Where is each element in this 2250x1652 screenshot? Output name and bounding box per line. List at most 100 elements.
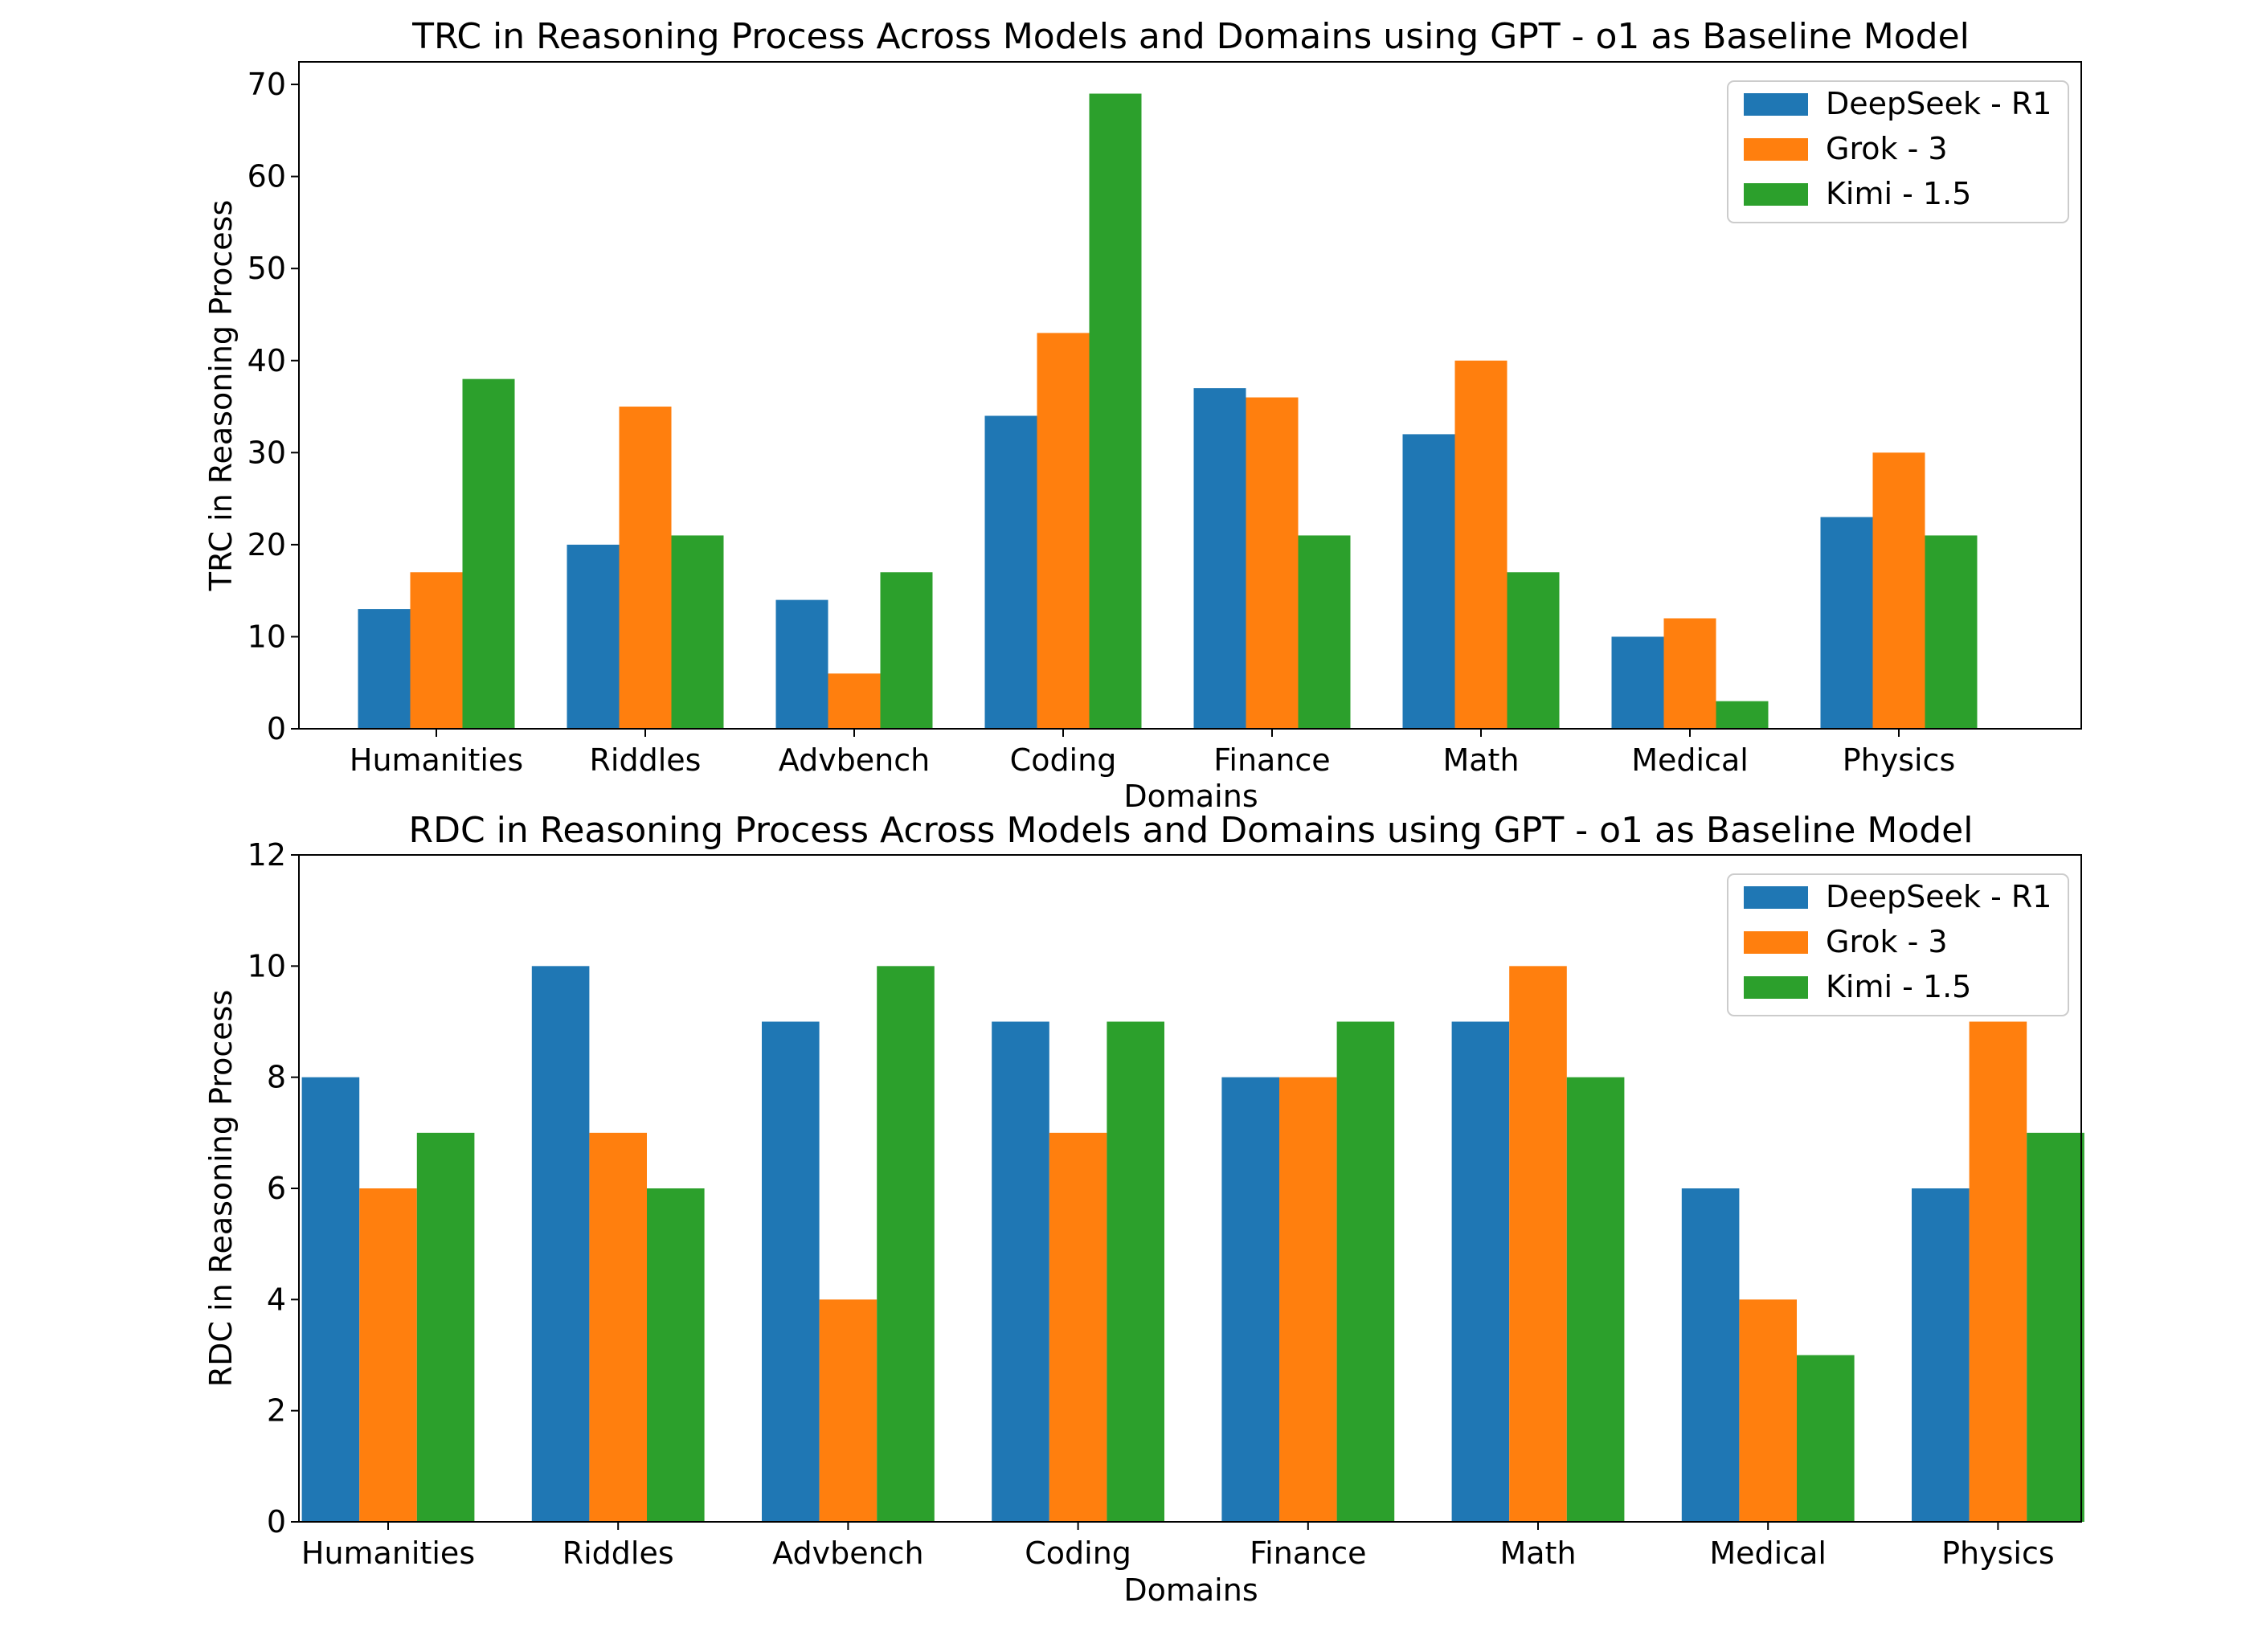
bar-grok-3-advbench [819,1299,878,1522]
x-tick-label: Math [1442,742,1519,778]
trc-chart: TRC in Reasoning Process Across Models a… [203,16,2082,814]
x-ticks: Humanities Riddles Advbench Coding Finance Ma… [301,1522,2055,1571]
y-ticks: 0 2 4 6 8 10 12 [248,837,299,1540]
legend-label-grok: Grok - 3 [1826,131,1948,166]
y-tick-label: 4 [267,1282,286,1317]
bar-kimi-1-5-physics [1925,535,1978,729]
x-tick-label: Advbench [779,742,931,778]
y-tick-label: 70 [248,67,286,102]
x-tick-label: Math [1499,1535,1576,1571]
bar-grok-3-riddles [619,407,672,729]
bar-kimi-1-5-advbench [880,572,933,729]
bar-kimi-1-5-coding [1089,93,1142,730]
y-ticks: 0 10 20 30 40 50 60 70 [248,67,299,746]
bar-kimi-1-5-advbench [877,966,935,1522]
bar-deepseek-r1-humanities [358,609,411,729]
chart-title: TRC in Reasoning Process Across Models a… [411,16,1970,57]
bar-deepseek-r1-riddles [531,966,590,1522]
x-tick-label: Riddles [562,1535,674,1571]
legend-label-deepseek: DeepSeek - R1 [1826,86,2052,121]
bar-deepseek-r1-medical [1611,636,1664,729]
bar-deepseek-r1-physics [1820,517,1873,729]
x-tick-label: Coding [1025,1535,1131,1571]
bar-grok-3-math [1509,966,1567,1522]
bar-deepseek-r1-advbench [762,1021,820,1522]
bar-deepseek-r1-coding [984,415,1037,729]
x-ticks: Humanities Riddles Advbench Coding Finance Ma… [350,729,1955,778]
y-tick-label: 30 [248,435,286,470]
bar-deepseek-r1-math [1402,434,1455,729]
bar-kimi-1-5-riddles [671,535,724,729]
y-tick-label: 20 [248,527,286,562]
legend-frame [1727,80,2069,223]
bar-grok-3-finance [1279,1077,1337,1522]
bar-deepseek-r1-riddles [567,544,620,729]
bar-deepseek-r1-humanities [301,1077,360,1522]
bar-grok-3-physics [1872,452,1925,729]
chart-title: RDC in Reasoning Process Across Models a… [409,810,1974,851]
y-tick-label: 10 [248,619,286,654]
bar-deepseek-r1-finance [1221,1077,1279,1522]
x-tick-label: Medical [1709,1535,1827,1571]
legend-swatch-grok [1744,931,1808,954]
y-axis-label: RDC in Reasoning Process [203,990,239,1387]
bar-deepseek-r1-physics [1912,1188,1970,1522]
legend-swatch-grok [1744,138,1808,161]
x-tick-label: Riddles [590,742,702,778]
bar-grok-3-medical [1663,618,1716,729]
x-tick-label: Advbench [772,1535,924,1571]
bar-grok-3-coding [1037,333,1090,729]
bar-deepseek-r1-coding [992,1021,1049,1522]
x-tick-label: Finance [1213,742,1330,778]
y-tick-label: 2 [267,1393,286,1429]
bar-grok-3-coding [1049,1132,1107,1522]
bar-kimi-1-5-math [1507,572,1560,729]
legend-label-kimi: Kimi - 1.5 [1826,176,1971,211]
plot-frame [298,61,2082,730]
bar-deepseek-r1-advbench [775,599,828,729]
legend-swatch-kimi [1744,183,1808,206]
bar-kimi-1-5-finance [1298,535,1351,729]
legend: DeepSeek - R1 Grok - 3 Kimi - 1.5 [1727,80,2069,223]
bar-kimi-1-5-medical [1716,701,1769,729]
y-axis-label: TRC in Reasoning Process [203,200,239,592]
bar-grok-3-medical [1739,1299,1797,1522]
x-tick-label: Medical [1631,742,1749,778]
y-tick-label: 50 [248,251,286,286]
y-tick-label: 6 [267,1171,286,1206]
x-tick-label: Physics [1843,742,1956,778]
bar-kimi-1-5-humanities [416,1132,475,1522]
bar-kimi-1-5-medical [1797,1355,1855,1522]
x-tick-label: Physics [1941,1535,2055,1571]
bar-grok-3-riddles [589,1132,647,1522]
x-tick-label: Humanities [301,1535,475,1571]
y-tick-label: 60 [248,159,286,194]
x-tick-label: Humanities [350,742,523,778]
bar-deepseek-r1-math [1451,1021,1510,1522]
bar-grok-3-math [1454,360,1508,729]
rdc-chart: RDC in Reasoning Process Across Models a… [203,810,2084,1608]
bar-kimi-1-5-humanities [462,378,515,729]
bar-deepseek-r1-medical [1681,1188,1740,1522]
legend-swatch-deepseek [1744,886,1808,909]
legend-swatch-kimi [1744,976,1808,999]
bars-group [358,93,1978,730]
bar-kimi-1-5-math [1566,1077,1625,1522]
y-tick-label: 12 [248,837,286,873]
legend-label-kimi: Kimi - 1.5 [1826,969,1971,1004]
x-axis-label: Domains [1123,779,1258,814]
y-tick-label: 0 [267,1504,286,1540]
bars-group [301,966,2084,1522]
bar-grok-3-physics [1969,1021,2027,1522]
bar-grok-3-humanities [410,572,463,729]
y-tick-label: 0 [267,711,286,746]
bar-kimi-1-5-finance [1336,1021,1395,1522]
x-tick-label: Finance [1250,1535,1366,1571]
x-axis-label: Domains [1123,1572,1258,1608]
y-tick-label: 10 [248,948,286,983]
bar-kimi-1-5-riddles [647,1188,705,1522]
y-tick-label: 8 [267,1060,286,1095]
bar-deepseek-r1-finance [1193,388,1246,729]
legend: DeepSeek - R1 Grok - 3 Kimi - 1.5 [1727,873,2069,1016]
